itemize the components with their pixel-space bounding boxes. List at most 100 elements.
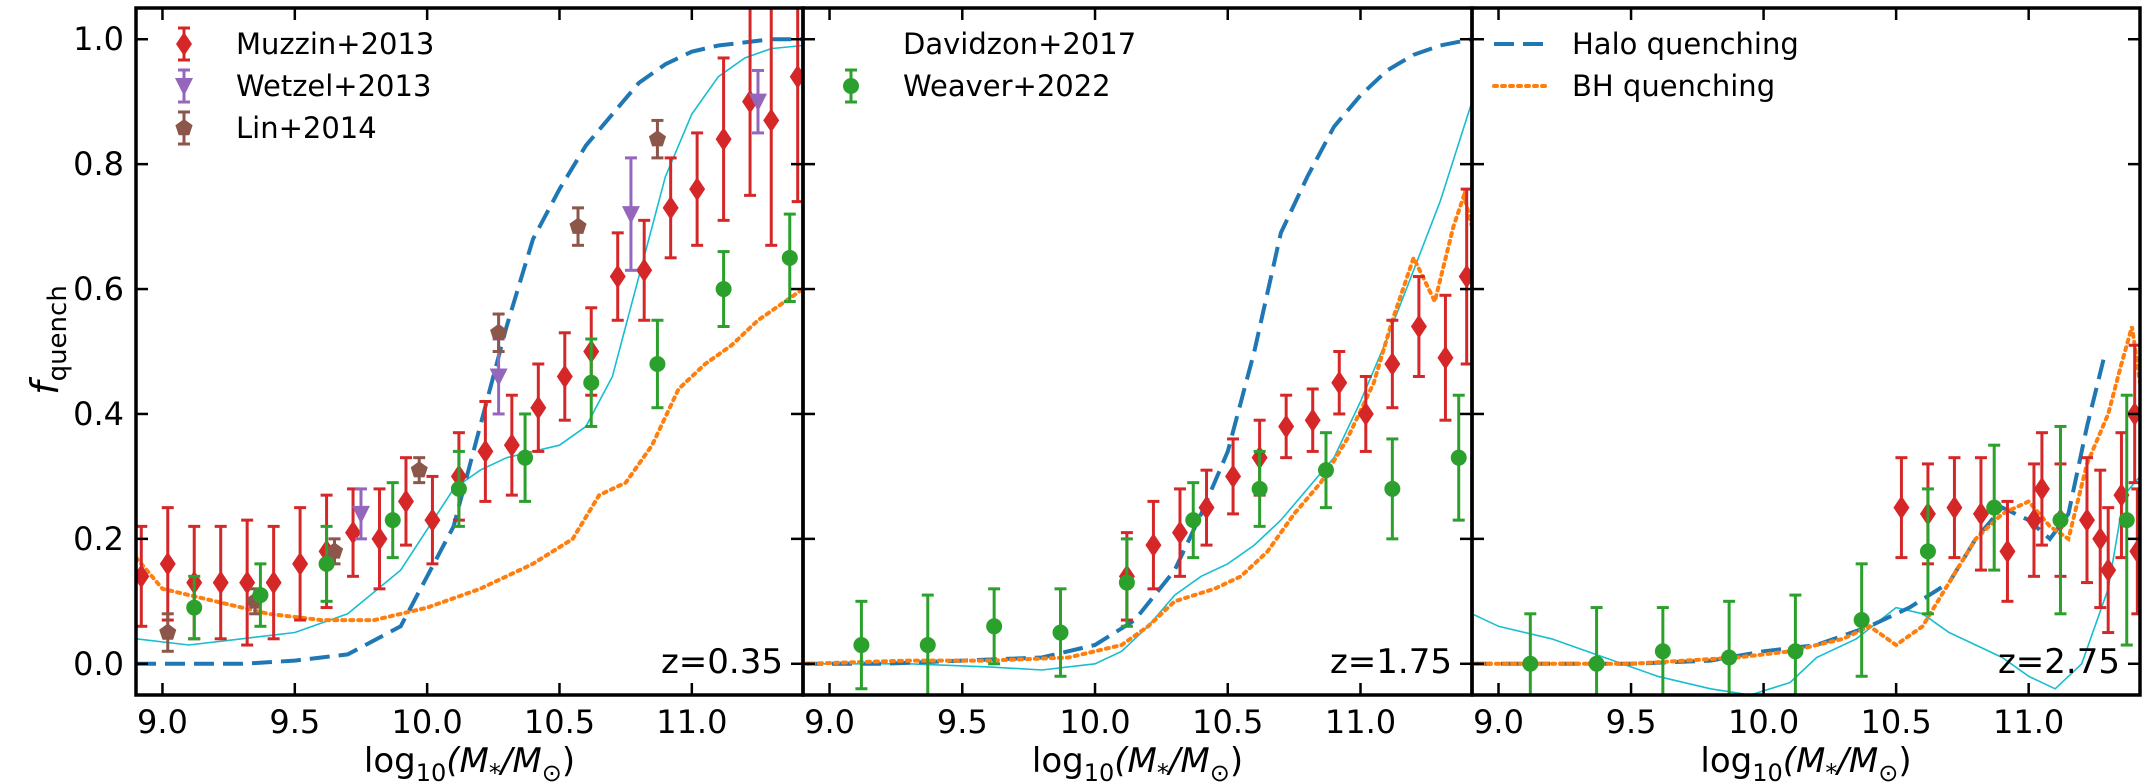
- data-point: [1919, 543, 1936, 560]
- data-point: [345, 520, 362, 545]
- redshift-label: z=2.75: [1998, 642, 2120, 682]
- data-point: [789, 64, 803, 89]
- data-point: [450, 480, 467, 497]
- data-point: [186, 599, 203, 616]
- x-axis-label-part: 10: [416, 759, 447, 783]
- data-point: [1437, 345, 1454, 370]
- line-bh-quenching: [136, 287, 803, 623]
- data-point: [212, 570, 229, 595]
- x-tick-label: 10.5: [524, 703, 595, 741]
- data-point: [292, 551, 309, 576]
- legend-entry: BH quenching: [1492, 69, 1775, 103]
- x-tick-label: 10.5: [1192, 703, 1263, 741]
- x-tick-label: 11.0: [1993, 703, 2064, 741]
- data-point: [1458, 264, 1472, 289]
- data-point: [2033, 476, 2050, 501]
- data-point: [1278, 414, 1295, 439]
- data-point: [1410, 314, 1427, 339]
- legend-label: Wetzel+2013: [236, 69, 431, 103]
- y-tick-label: 0.4: [73, 395, 124, 433]
- data-point: [689, 177, 706, 202]
- x-tick-label: 9.0: [804, 703, 855, 741]
- legend-marker: [843, 78, 859, 94]
- data-point: [1304, 408, 1321, 433]
- data-point: [159, 551, 176, 576]
- series-weaver-2022: [853, 393, 1467, 695]
- x-axis-label-part: (M: [1114, 741, 1157, 781]
- data-point: [781, 249, 798, 266]
- legend-marker: [175, 78, 193, 96]
- plot-area: [1472, 325, 2140, 695]
- data-point: [1171, 520, 1188, 545]
- legend-entry: Halo quenching: [1494, 27, 1799, 61]
- x-axis-label-part: log: [1032, 741, 1084, 781]
- data-point: [239, 570, 256, 595]
- data-point: [1052, 624, 1069, 641]
- data-point: [265, 570, 282, 595]
- line-davidzon-2017: [136, 44, 803, 646]
- x-axis-label-part: (M: [446, 741, 489, 781]
- x-tick-label: 9.5: [937, 703, 988, 741]
- line-halo-quenching: [1472, 351, 2108, 666]
- data-point: [371, 526, 388, 551]
- y-tick-label: 1.0: [73, 20, 124, 58]
- x-axis-label-part: 10: [1752, 759, 1783, 783]
- data-point: [490, 323, 508, 340]
- x-axis-label-part: ): [1230, 741, 1243, 781]
- data-point: [1331, 370, 1348, 395]
- data-point: [1654, 643, 1671, 660]
- x-axis-label-part: *: [489, 759, 501, 783]
- x-tick-label: 9.5: [1606, 703, 1657, 741]
- x-tick-label: 10.0: [392, 703, 463, 741]
- data-point: [569, 217, 587, 234]
- y-tick-label: 0.8: [73, 145, 124, 183]
- data-point: [2025, 508, 2042, 533]
- x-tick-label: 9.0: [1473, 703, 1524, 741]
- line-halo-quenching: [136, 37, 803, 666]
- x-axis-label-part: *: [1157, 759, 1169, 783]
- data-point: [517, 449, 534, 466]
- data-point: [749, 93, 768, 112]
- data-point: [1225, 464, 1242, 489]
- data-point: [477, 439, 494, 464]
- legend-marker: [176, 32, 192, 56]
- data-point: [136, 564, 150, 589]
- redshift-label: z=1.75: [1330, 642, 1452, 682]
- data-point: [1986, 499, 2003, 516]
- plot-area: [803, 37, 1472, 695]
- data-point: [715, 281, 732, 298]
- data-point: [397, 489, 414, 514]
- x-tick-label: 11.0: [656, 703, 727, 741]
- panel-frame: [1470, 6, 2142, 697]
- legend-marker: [175, 119, 193, 136]
- data-point: [1999, 539, 2016, 564]
- x-axis-label-part: *: [1825, 759, 1837, 783]
- panel-z0-35: 9.0 9.5 10.0 10.5 11.0 0.0 0.2 0.4 0.6 0.8 1.0 log1…: [73, 6, 805, 783]
- data-point: [649, 355, 666, 372]
- x-axis-label: log10(M*/M⊙): [364, 741, 575, 783]
- data-point: [2100, 558, 2117, 583]
- data-point: [530, 395, 547, 420]
- panel-frame: [801, 6, 1474, 697]
- data-point: [556, 364, 573, 389]
- x-axis-label-part: /M: [1834, 741, 1878, 781]
- data-point: [159, 623, 177, 640]
- x-tick-label: 10.5: [1861, 703, 1932, 741]
- x-axis-label-part: ): [1898, 741, 1911, 781]
- legend-entry: Lin+2014: [175, 110, 377, 146]
- x-axis-label-part: 10: [1084, 759, 1115, 783]
- data-point: [2078, 508, 2095, 533]
- series-weaver-2022: [186, 212, 798, 641]
- x-axis-label-part: ⊙: [1878, 759, 1898, 783]
- x-axis-label: log10(M*/M⊙): [1700, 741, 1911, 783]
- data-point: [1853, 612, 1870, 629]
- data-point: [1185, 512, 1202, 529]
- data-point: [503, 433, 520, 458]
- x-tick-label: 10.0: [1728, 703, 1799, 741]
- data-point: [1946, 495, 1963, 520]
- data-point: [763, 108, 780, 133]
- x-axis-label-part: log: [1700, 741, 1752, 781]
- x-tick-label: 9.5: [269, 703, 320, 741]
- series-wetzel-2013: [351, 68, 768, 541]
- data-point: [583, 374, 600, 391]
